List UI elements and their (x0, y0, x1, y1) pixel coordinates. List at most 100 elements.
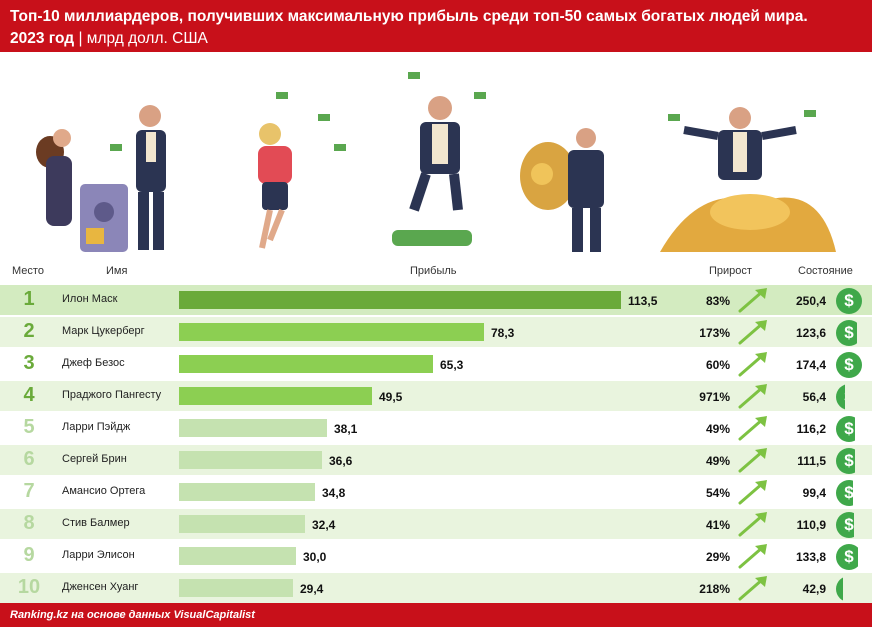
money-bag-man-illustration (520, 128, 604, 252)
growth-arrow-icon (738, 576, 767, 601)
profit-bar (179, 579, 293, 597)
growth-percent: 49% (705, 454, 730, 468)
net-worth-value: 116,2 (796, 422, 826, 436)
net-worth-value: 56,4 (802, 390, 826, 404)
ranking-row: 6 Сергей Брин 36,6 49% 111,5 $ (0, 445, 872, 475)
billionaire-name: Праджого Пангесту (62, 389, 162, 401)
gold-pile-man-illustration (660, 107, 836, 252)
rank-number: 10 (17, 576, 41, 598)
dollar-coin-icon: $ (836, 512, 854, 538)
profit-value-label: 38,1 (334, 422, 358, 436)
billionaire-name: Ларри Элисон (62, 549, 135, 561)
safe-scene-illustration (36, 105, 166, 252)
column-header-growth: Прирост (709, 265, 752, 277)
dollar-coin-icon: $ (836, 416, 855, 442)
profit-bar (179, 515, 305, 533)
profit-value-label: 32,4 (312, 518, 336, 532)
dollar-coin-icon: $ (836, 320, 857, 346)
rank-number: 3 (23, 352, 35, 374)
growth-arrow-icon (738, 480, 767, 505)
billionaire-name: Амансио Ортега (62, 485, 146, 497)
growth-percent: 83% (705, 294, 730, 308)
profit-value-label: 49,5 (379, 390, 403, 404)
chart-subtitle: 2023 год | млрд долл. США (10, 28, 862, 50)
growth-percent: 971% (699, 390, 730, 404)
profit-bar (179, 387, 372, 405)
net-worth-value: 42,9 (802, 582, 826, 596)
column-header-worth: Состояние (798, 265, 853, 277)
ranking-row: 7 Амансио Ортега 34,8 54% 99,4 $ (0, 477, 872, 507)
dollar-coin-icon: $ (836, 352, 862, 378)
net-worth-value: 111,5 (797, 454, 826, 468)
column-header-name: Имя (106, 265, 128, 277)
profit-bar (179, 451, 322, 469)
profit-bar (179, 419, 327, 437)
growth-arrow-icon (738, 288, 767, 313)
ranking-row: 9 Ларри Элисон 30,0 29% 133,8 $ (0, 541, 872, 571)
growth-arrow-icon (738, 352, 767, 377)
ranking-row: 5 Ларри Пэйдж 38,1 49% 116,2 $ (0, 413, 872, 443)
net-worth-value: 250,4 (795, 294, 826, 308)
ranking-row: 2 Марк Цукерберг 78,3 173% 123,6 $ (0, 317, 872, 347)
billionaire-name: Ларри Пэйдж (62, 421, 131, 433)
dollar-coin-icon: $ (836, 384, 845, 410)
column-header-rank: Место (12, 265, 44, 277)
source-footer: Ranking.kz на основе данных VisualCapita… (0, 603, 872, 627)
rank-number: 2 (23, 320, 35, 342)
billionaires-illustration (36, 72, 836, 252)
growth-arrow-icon (738, 544, 767, 569)
profit-value-label: 113,5 (628, 294, 658, 308)
jumping-man-illustration (392, 72, 486, 246)
growth-arrow-icon (738, 448, 767, 473)
net-worth-value: 133,8 (795, 550, 826, 564)
rank-number: 9 (23, 544, 35, 566)
title-year: 2023 год (10, 30, 75, 47)
billionaire-name: Дженсен Хуанг (62, 581, 139, 593)
growth-percent: 218% (699, 582, 730, 596)
growth-arrow-icon (738, 320, 767, 345)
profit-bar (179, 291, 621, 309)
header-banner: Топ-10 миллиардеров, получивших максимал… (0, 0, 872, 52)
growth-percent: 173% (699, 326, 730, 340)
profit-value-label: 29,4 (300, 582, 324, 596)
growth-percent: 60% (705, 358, 730, 372)
ranking-row: 8 Стив Балмер 32,4 41% 110,9 $ (0, 509, 872, 539)
ranking-row: 10 Дженсен Хуанг 29,4 218% 42,9 $ (0, 573, 872, 603)
ranking-row: 4 Праджого Пангесту 49,5 971% 56,4 $ (0, 381, 872, 411)
rank-number: 7 (23, 480, 35, 502)
net-worth-value: 99,4 (802, 486, 826, 500)
ranking-row: 3 Джеф Безос 65,3 60% 174,4 $ (0, 349, 872, 379)
dollar-coin-icon: $ (836, 576, 843, 602)
chart-title: Топ-10 миллиардеров, получивших максимал… (10, 8, 808, 25)
growth-arrow-icon (738, 416, 767, 441)
title-unit: | млрд долл. США (74, 30, 208, 47)
profit-value-label: 30,0 (303, 550, 327, 564)
profit-bar (179, 483, 315, 501)
dollar-coin-icon: $ (836, 544, 858, 570)
dollar-coin-icon: $ (836, 288, 862, 314)
dollar-coin-icon: $ (836, 480, 853, 506)
growth-percent: 49% (705, 422, 730, 436)
profit-bar (179, 547, 296, 565)
rank-number: 8 (23, 512, 35, 534)
growth-percent: 41% (705, 518, 730, 532)
net-worth-value: 110,9 (796, 518, 826, 532)
billionaire-name: Джеф Безос (62, 357, 125, 369)
column-header-profit: Прибыль (410, 265, 457, 277)
growth-arrow-icon (738, 512, 767, 537)
profit-value-label: 65,3 (440, 358, 464, 372)
rank-number: 4 (23, 384, 35, 406)
dollar-coin-icon: $ (836, 448, 855, 474)
growth-percent: 29% (705, 550, 730, 564)
billionaire-name: Сергей Брин (62, 453, 127, 465)
jumping-woman-illustration (258, 92, 346, 249)
profit-value-label: 36,6 (329, 454, 353, 468)
billionaire-name: Илон Маск (62, 293, 118, 305)
net-worth-value: 174,4 (795, 358, 826, 372)
net-worth-value: 123,6 (795, 326, 826, 340)
profit-value-label: 78,3 (491, 326, 515, 340)
rank-number: 1 (23, 288, 35, 310)
profit-value-label: 34,8 (322, 486, 346, 500)
ranking-row: 1 Илон Маск 113,5 83% 250,4 $ (0, 285, 872, 315)
growth-percent: 54% (705, 486, 730, 500)
